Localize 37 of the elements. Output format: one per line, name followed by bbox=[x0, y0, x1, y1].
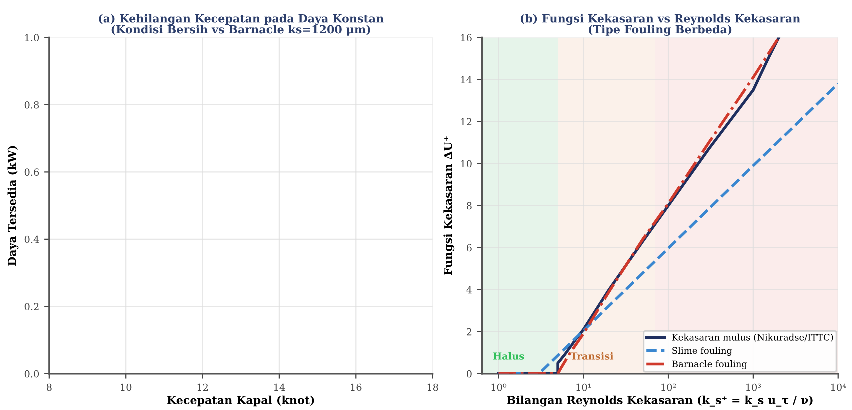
y-axis-title: Daya Tersedia (kW) bbox=[8, 146, 19, 266]
y-tick-label: 0.0 bbox=[24, 370, 40, 378]
legend-label: Kekasaran mulus (Nikuradse/ITTC) bbox=[672, 334, 834, 342]
y-tick-label: 8 bbox=[466, 202, 472, 210]
x-tick-label: 10³ bbox=[746, 384, 762, 392]
y-tick-label: 16 bbox=[461, 34, 472, 42]
y-tick-label: 2 bbox=[466, 328, 472, 336]
legend-label: Slime fouling bbox=[672, 347, 732, 356]
x-tick-label: 10⁴ bbox=[831, 384, 846, 392]
legend-label: Barnacle fouling bbox=[672, 360, 748, 370]
y-tick-label: 0.8 bbox=[24, 101, 40, 109]
y-tick-label: 0 bbox=[466, 370, 472, 378]
y-tick-label: 6 bbox=[466, 244, 472, 252]
x-tick-label: 16 bbox=[351, 384, 362, 392]
y-tick-label: 12 bbox=[461, 118, 472, 126]
y-tick-label: 0.2 bbox=[24, 303, 39, 311]
y-tick-label: 1.0 bbox=[25, 34, 40, 42]
x-tick-label: 12 bbox=[198, 384, 208, 392]
y-axis-title: Fungsi Kekasaran ΔU⁺ bbox=[444, 136, 455, 276]
y-tick-label: 0.6 bbox=[24, 168, 40, 176]
chart-title: (a) Kehilangan Kecepatan pada Daya Konstan (Kondisi Bersih vs Barnacle ks=1200 μm) bbox=[99, 14, 384, 36]
band-label: Transisi bbox=[570, 352, 614, 360]
x-tick-label: 10⁰ bbox=[492, 384, 507, 392]
x-tick-label: 10 bbox=[121, 384, 132, 392]
y-tick-label: 14 bbox=[461, 76, 472, 84]
x-tick-label: 18 bbox=[428, 384, 438, 392]
band-label: Halus bbox=[493, 352, 524, 360]
x-axis-title: Bilangan Reynolds Kekasaran (k_s⁺ = k_s u_τ / ν) bbox=[507, 396, 813, 407]
x-tick-label: 8 bbox=[46, 384, 52, 392]
chart-title: (b) Fungsi Kekasaran vs Reynolds Kekasaran (Tipe Fouling Berbeda) bbox=[520, 14, 800, 36]
x-tick-label: 10² bbox=[662, 384, 676, 392]
y-tick-label: 0.4 bbox=[24, 236, 40, 244]
x-tick-label: 10¹ bbox=[576, 384, 591, 392]
y-tick-label: 10 bbox=[461, 160, 472, 168]
x-axis-title: Kecepatan Kapal (knot) bbox=[167, 396, 314, 407]
y-tick-label: 4 bbox=[466, 286, 472, 294]
x-tick-label: 14 bbox=[274, 384, 286, 392]
